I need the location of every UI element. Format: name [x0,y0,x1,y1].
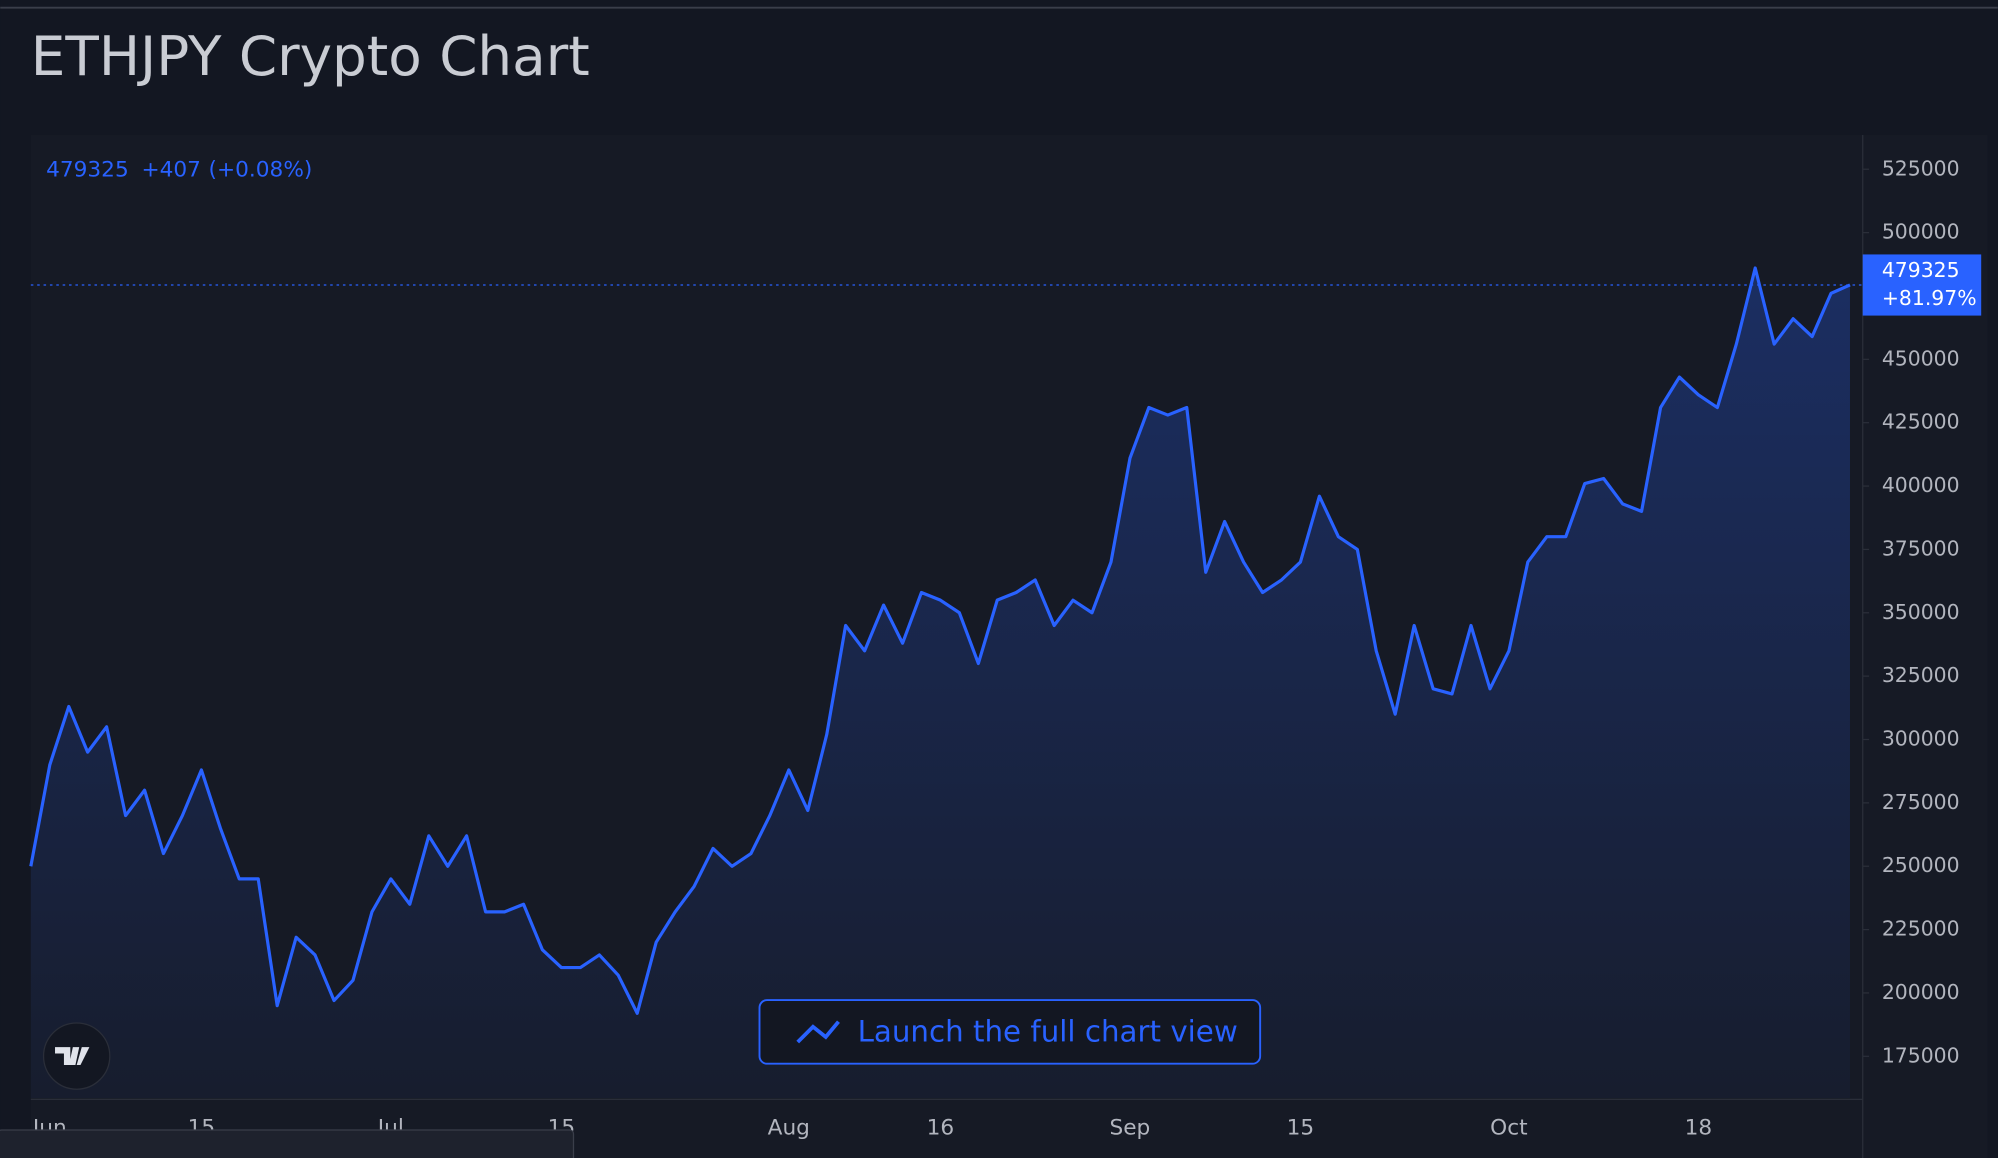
button-label[interactable]: Launch the full chart view [858,1015,1238,1049]
x-tick-label: Aug [768,1116,810,1141]
button-frame[interactable] [758,999,1262,1065]
y-tick-label: 500000 [1882,220,1960,244]
last-price: 479325 [46,158,129,183]
button-icon[interactable] [796,1020,840,1044]
price-line [29,266,1851,1015]
price-tag-change: +81.97% [1882,286,1977,310]
page-title: ETHJPY Crypto Chart [31,24,590,88]
price-tag [1862,254,1982,316]
logo-mark[interactable] [55,1047,90,1066]
y-tick-label: 300000 [1882,727,1960,751]
y-tick-label: 175000 [1882,1043,1960,1067]
y-tick-label: 525000 [1882,156,1960,180]
header-price: 479325 +407 (+0.08%) [46,158,312,183]
x-tick-label: 15 [1287,1116,1315,1141]
y-tick-label: 250000 [1882,853,1960,877]
change: +407 [141,158,200,183]
y-tick-label: 325000 [1882,663,1960,687]
y-tick-label: 350000 [1882,600,1960,624]
y-tick-label: 225000 [1882,917,1960,941]
price-tag-value: 479325 [1882,258,1960,282]
y-tick-label: 275000 [1882,790,1960,814]
y-tick-label: 425000 [1882,410,1960,434]
y-tick-label: 375000 [1882,536,1960,560]
change-pct: (+0.08%) [209,158,313,183]
x-tick-label: 18 [1685,1116,1713,1141]
launch-button[interactable]: Launch the full chart view [758,999,1262,1065]
x-tick-label: Sep [1109,1116,1150,1141]
x-tick-label: 16 [927,1116,955,1141]
x-tick-label: Oct [1490,1116,1527,1141]
area-fill [30,268,1850,1099]
y-tick-label: 200000 [1882,980,1960,1004]
y-tick-label: 450000 [1882,346,1960,370]
logo[interactable] [42,1022,111,1090]
bottom-overlay [0,1129,575,1158]
y-tick-label: 400000 [1882,473,1960,497]
